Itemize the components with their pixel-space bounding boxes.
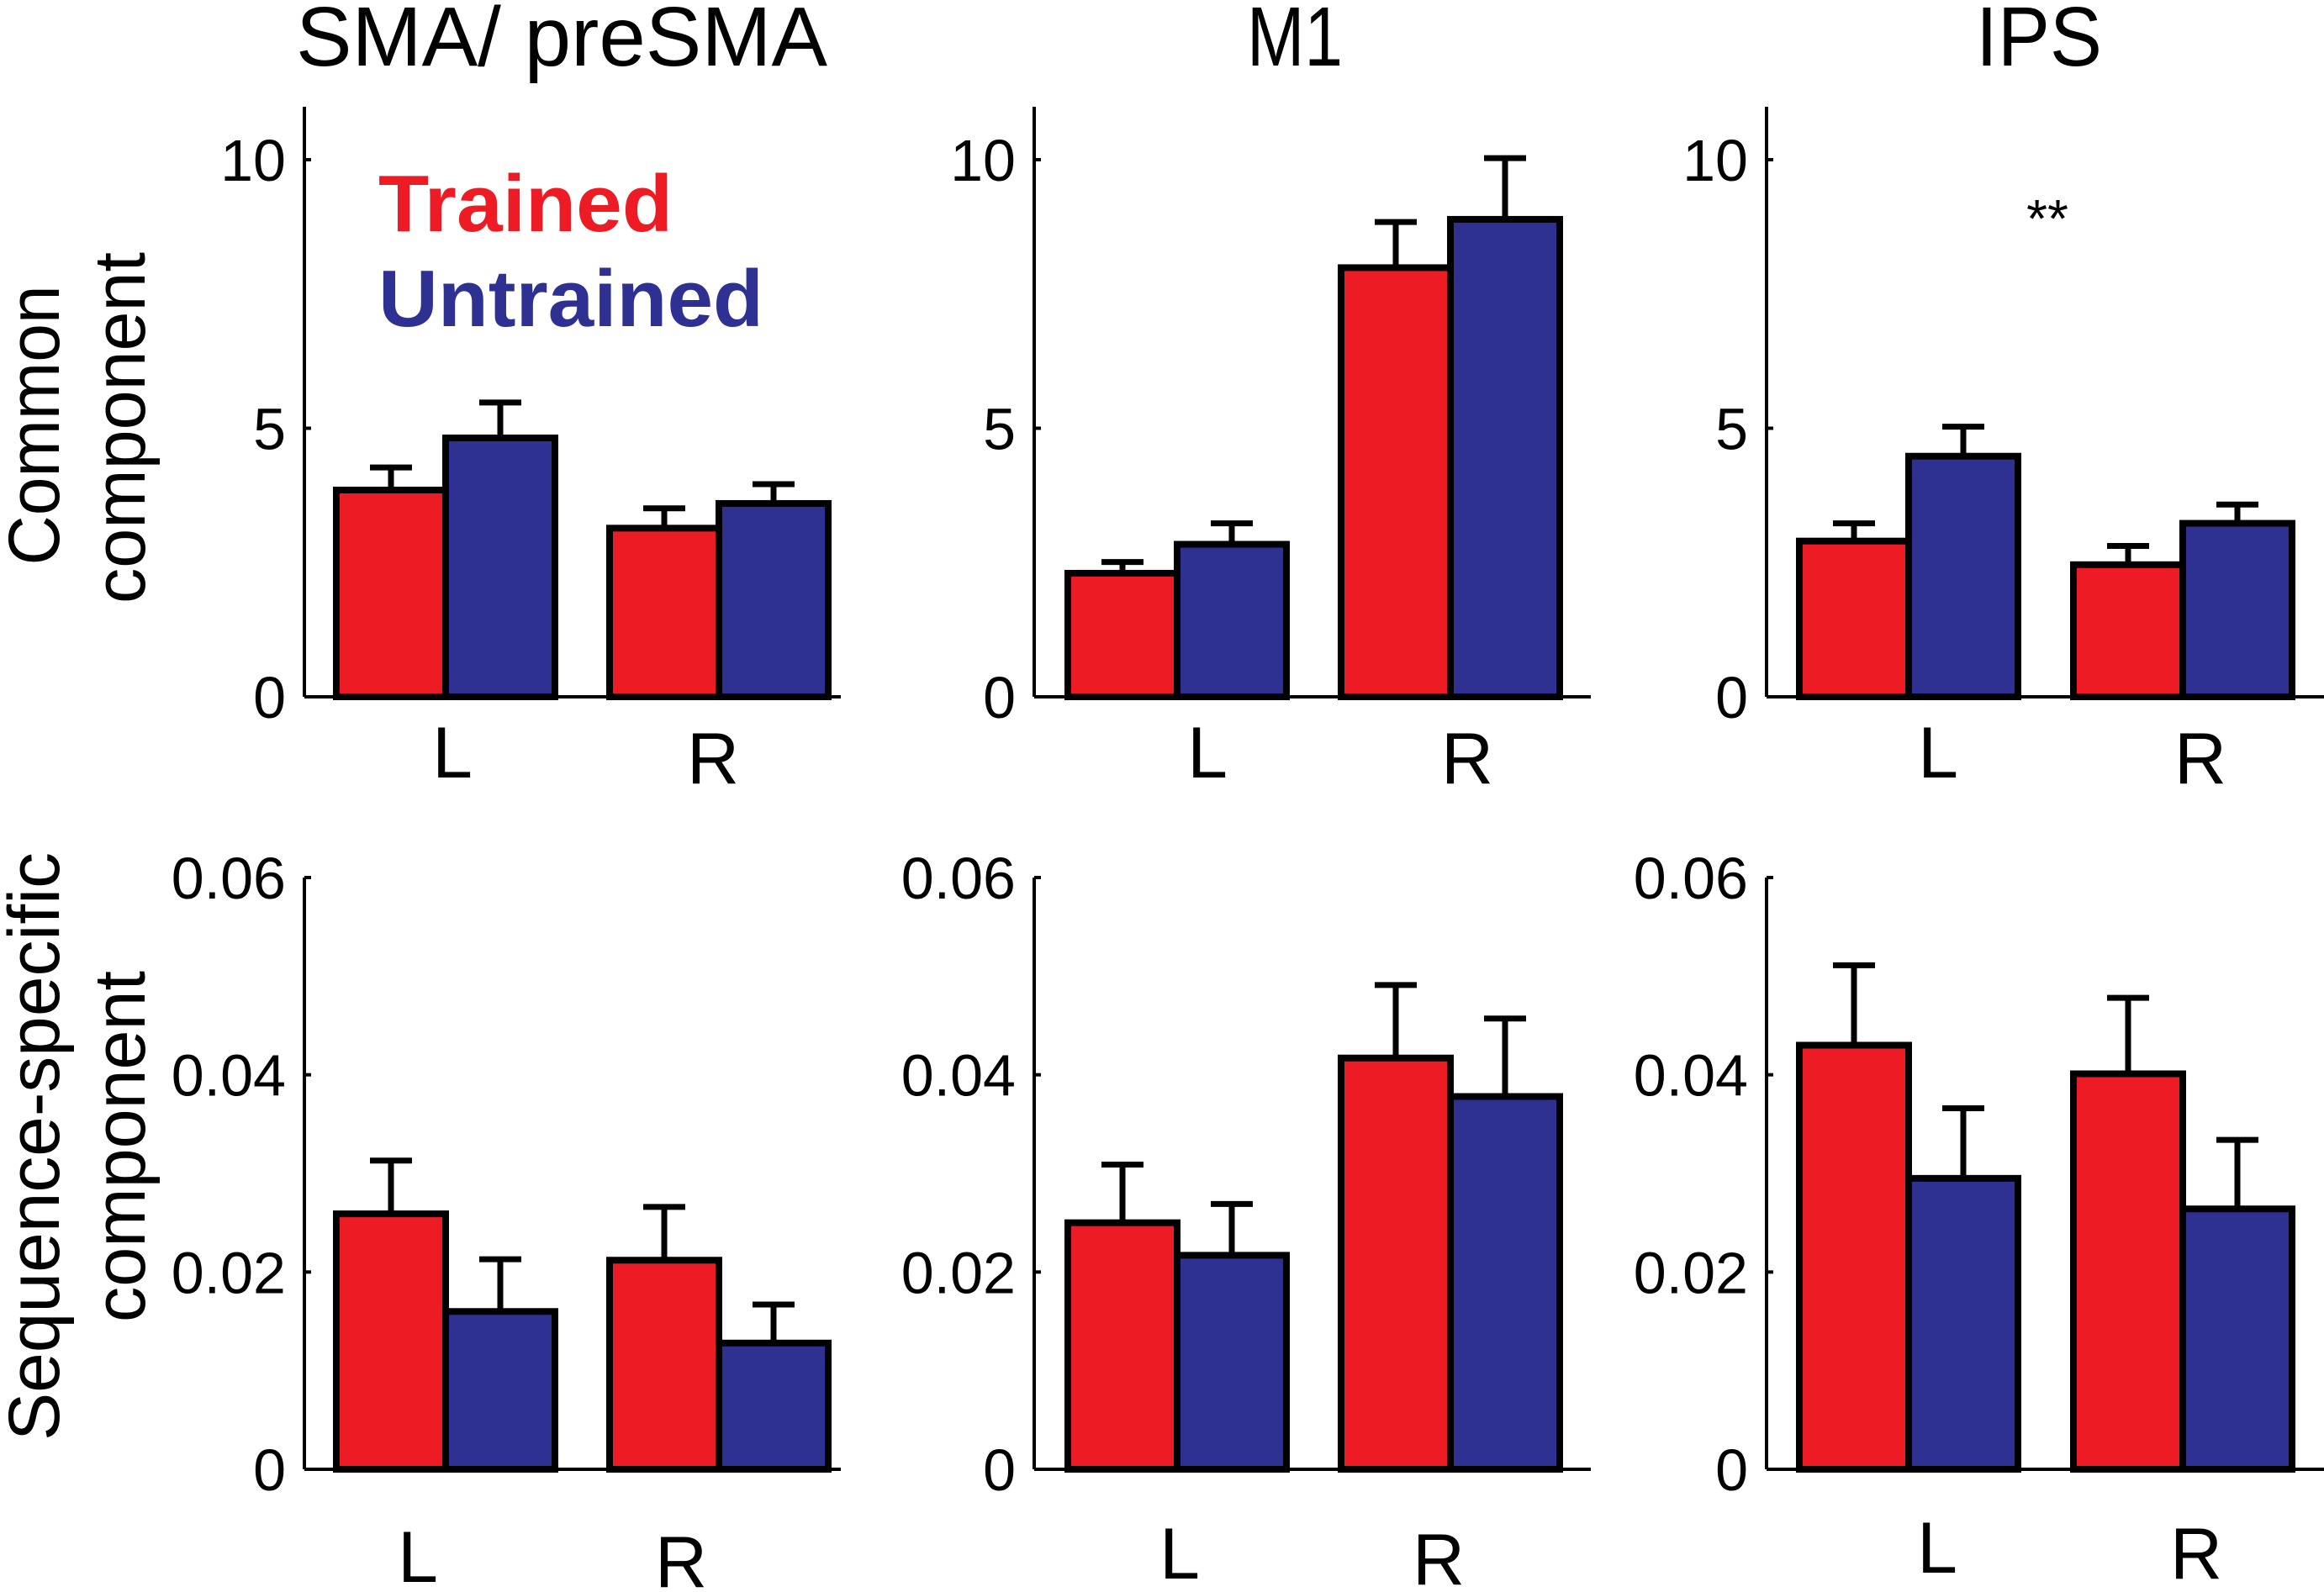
bar-untrained-R [716,499,832,701]
bar-trained-L [1796,537,1912,700]
x-category-label-L: L [1917,1508,1957,1589]
x-category-label-R: R [1441,719,1493,799]
y-tick-label: 0.02 [1634,1240,1748,1305]
legend-untrained: Untrained [378,254,763,344]
panel-m1-common: 0 5 10 L R [950,107,1591,799]
y-tick-label: 0 [983,1437,1016,1503]
y-tick-label: 5 [1715,397,1748,462]
x-category-label-L: L [398,1517,438,1592]
y-tick-label: 0.06 [1634,846,1748,911]
row-label-bottom-line1: Sequence-specific [0,852,75,1441]
y-tick-label: 0.04 [1634,1043,1748,1109]
bar-trained-R [606,1257,722,1473]
bar-trained-L [1064,1219,1180,1473]
x-category-label-L: L [1159,1514,1200,1592]
bar-untrained-L [442,1308,558,1473]
bar-trained-L [1064,570,1180,701]
panel-m1-specific: 0 0.02 0.04 0.06 L R [901,846,1591,1592]
y-tick-label: 10 [950,128,1016,193]
column-title-m1: M1 [1247,0,1343,84]
y-tick-label: 0.02 [901,1240,1016,1305]
y-tick-label: 5 [983,397,1016,462]
bar-untrained-L [1174,1252,1290,1473]
y-tick-label: 0 [253,665,286,730]
panels: 0 5 10 L R 0 5 10 L R 0 5 10 L R ** 0 0.02 0.04 0.06 L R 0 0.02… [172,107,2324,1592]
bar-trained-R [606,525,722,700]
x-category-label-R: R [655,1522,707,1592]
column-title-sma: SMA/ preSMA [296,0,827,84]
x-category-label-R: R [1413,1520,1465,1592]
bar-untrained-R [716,1339,832,1473]
bar-trained-R [1338,264,1454,700]
x-category-label-L: L [432,713,473,793]
bar-trained-L [333,486,449,700]
y-tick-label: 0 [1715,665,1748,730]
row-label-top-line2: component [80,252,161,604]
panel-sma-common: 0 5 10 L R [220,107,841,799]
y-tick-label: 10 [220,128,286,193]
panel-ips-specific: 0 0.02 0.04 0.06 L R [1634,846,2324,1592]
row-label-top-line1: Common [0,286,75,566]
y-tick-label: 0.06 [901,846,1016,911]
panel-sma-specific: 0 0.02 0.04 0.06 L R [172,846,841,1592]
legend-trained: Trained [378,159,673,249]
y-tick-label: 0.06 [172,846,286,911]
legend: Trained Untrained [378,159,763,344]
bar-trained-L [1796,1041,1912,1473]
y-tick-label: 5 [253,397,286,462]
bar-untrained-R [1447,1093,1563,1473]
x-category-label-R: R [2170,1514,2222,1592]
bar-untrained-R [2179,1205,2295,1473]
y-tick-label: 0 [1715,1437,1748,1503]
bar-untrained-L [1905,1174,2021,1473]
y-tick-label: 0.04 [901,1043,1016,1109]
significance-annotation: ** [2026,188,2068,249]
bar-untrained-R [2179,519,2295,701]
row-label-bottom: Sequence-specific component [0,852,161,1441]
x-category-label-L: L [1918,713,1958,793]
row-label-top: Common component [0,252,161,604]
x-category-label-R: R [687,719,739,799]
y-tick-label: 0.04 [172,1043,286,1109]
bar-untrained-R [1447,215,1563,700]
row-label-bottom-line2: component [80,971,161,1322]
bar-untrained-L [442,435,558,700]
x-category-label-R: R [2174,719,2226,799]
column-title-ips: IPS [1976,0,2102,84]
y-tick-label: 0.02 [172,1240,286,1305]
bar-trained-R [2070,1070,2186,1473]
bar-trained-L [333,1210,449,1473]
bar-untrained-L [1174,540,1290,700]
y-tick-label: 10 [1682,128,1748,193]
x-category-label-L: L [1187,713,1228,793]
y-tick-label: 0 [253,1437,286,1503]
panel-ips-common: 0 5 10 L R ** [1682,107,2324,799]
bar-trained-R [2070,561,2186,701]
bar-untrained-L [1905,452,2021,701]
bar-trained-R [1338,1054,1454,1473]
y-tick-label: 0 [983,665,1016,730]
